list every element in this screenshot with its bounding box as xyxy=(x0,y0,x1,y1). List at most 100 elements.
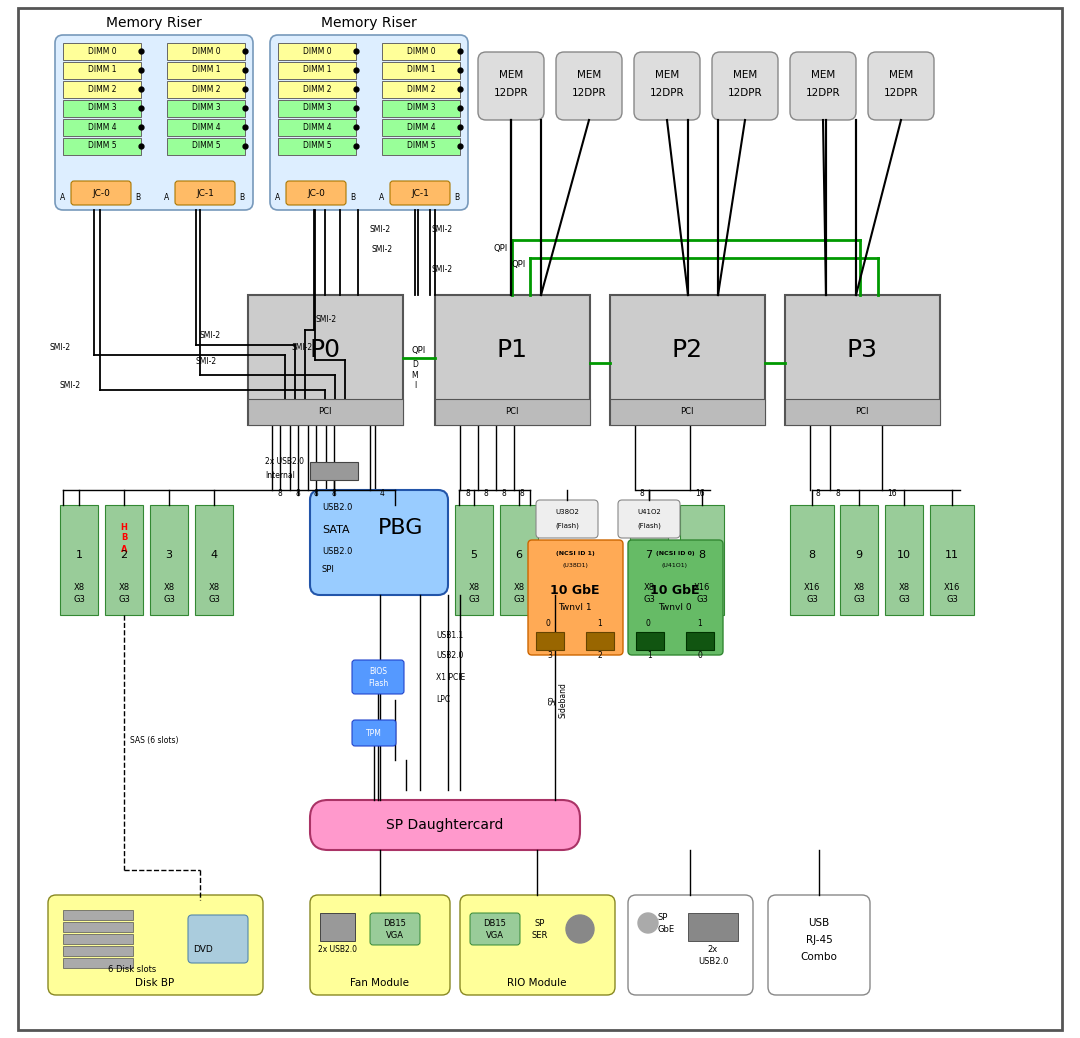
FancyBboxPatch shape xyxy=(536,500,598,538)
FancyBboxPatch shape xyxy=(785,399,940,425)
Text: X8: X8 xyxy=(513,582,525,592)
Text: DIMM 1: DIMM 1 xyxy=(302,65,332,75)
Text: B: B xyxy=(135,192,140,201)
Text: DIMM 2: DIMM 2 xyxy=(87,84,117,93)
Text: 8: 8 xyxy=(276,490,282,498)
Text: 2x USB2.0: 2x USB2.0 xyxy=(265,458,303,466)
Text: USB2.0: USB2.0 xyxy=(322,547,352,556)
FancyBboxPatch shape xyxy=(48,895,264,995)
Text: (U41O1): (U41O1) xyxy=(662,564,688,569)
Text: PCI: PCI xyxy=(680,408,693,416)
Text: 2: 2 xyxy=(597,651,603,659)
Text: MEM: MEM xyxy=(577,70,602,80)
FancyBboxPatch shape xyxy=(390,181,450,204)
FancyBboxPatch shape xyxy=(278,43,356,60)
Text: DIMM 3: DIMM 3 xyxy=(87,104,117,112)
Text: RJ-45: RJ-45 xyxy=(806,935,833,945)
FancyBboxPatch shape xyxy=(688,913,738,941)
FancyBboxPatch shape xyxy=(63,922,133,932)
Text: JC-0: JC-0 xyxy=(307,189,325,197)
Text: (NCSI ID 1): (NCSI ID 1) xyxy=(555,551,594,556)
FancyBboxPatch shape xyxy=(536,632,564,650)
FancyBboxPatch shape xyxy=(789,52,856,120)
Text: G3: G3 xyxy=(513,595,525,603)
Text: P3: P3 xyxy=(847,338,877,362)
Text: Disk BP: Disk BP xyxy=(135,978,175,988)
Text: LPC: LPC xyxy=(436,695,450,705)
Text: H: H xyxy=(121,522,127,531)
Text: Internal: Internal xyxy=(265,470,295,480)
Text: G3: G3 xyxy=(853,595,865,603)
FancyBboxPatch shape xyxy=(175,181,235,204)
FancyBboxPatch shape xyxy=(455,506,492,614)
Text: 10 GbE: 10 GbE xyxy=(650,583,700,597)
Text: DIMM 2: DIMM 2 xyxy=(407,84,435,93)
Text: SP Daughtercard: SP Daughtercard xyxy=(387,818,503,832)
Text: DIMM 0: DIMM 0 xyxy=(302,47,332,55)
Text: 1: 1 xyxy=(597,620,603,628)
Text: 8: 8 xyxy=(699,550,705,559)
FancyBboxPatch shape xyxy=(270,35,468,210)
FancyBboxPatch shape xyxy=(278,138,356,155)
Text: P2: P2 xyxy=(672,338,703,362)
Text: SMI-2: SMI-2 xyxy=(50,343,71,352)
Text: U41O2: U41O2 xyxy=(637,509,661,515)
FancyBboxPatch shape xyxy=(382,43,460,60)
FancyBboxPatch shape xyxy=(500,506,538,614)
Text: SP
Sideband: SP Sideband xyxy=(549,682,568,718)
FancyBboxPatch shape xyxy=(680,506,724,614)
Text: PCI: PCI xyxy=(855,408,868,416)
Text: G3: G3 xyxy=(163,595,175,603)
Text: A: A xyxy=(121,545,127,553)
FancyBboxPatch shape xyxy=(63,119,141,136)
FancyBboxPatch shape xyxy=(885,506,923,614)
Text: (Flash): (Flash) xyxy=(555,523,579,529)
FancyBboxPatch shape xyxy=(840,506,878,614)
FancyBboxPatch shape xyxy=(63,100,141,117)
Text: SMI-2: SMI-2 xyxy=(432,266,454,274)
Text: 12DPR: 12DPR xyxy=(728,88,762,98)
Text: DIMM 3: DIMM 3 xyxy=(407,104,435,112)
Text: G3: G3 xyxy=(468,595,480,603)
Text: P0: P0 xyxy=(310,338,340,362)
Text: X8: X8 xyxy=(163,582,175,592)
Text: G3: G3 xyxy=(208,595,220,603)
Text: A: A xyxy=(60,192,66,201)
Text: DIMM 0: DIMM 0 xyxy=(407,47,435,55)
FancyBboxPatch shape xyxy=(930,506,974,614)
FancyBboxPatch shape xyxy=(630,506,669,614)
FancyBboxPatch shape xyxy=(370,913,420,945)
FancyBboxPatch shape xyxy=(528,540,623,655)
Text: 11: 11 xyxy=(945,550,959,559)
FancyBboxPatch shape xyxy=(167,100,245,117)
FancyBboxPatch shape xyxy=(71,181,131,204)
Text: USB: USB xyxy=(808,918,829,928)
FancyBboxPatch shape xyxy=(785,295,940,425)
FancyBboxPatch shape xyxy=(610,399,765,425)
Text: 8: 8 xyxy=(809,550,815,559)
FancyBboxPatch shape xyxy=(63,62,141,79)
FancyBboxPatch shape xyxy=(618,500,680,538)
FancyBboxPatch shape xyxy=(63,934,133,944)
FancyBboxPatch shape xyxy=(55,35,253,210)
Text: 1: 1 xyxy=(76,550,82,559)
Text: X16: X16 xyxy=(944,582,960,592)
Text: Fan Module: Fan Module xyxy=(351,978,409,988)
Text: 2x: 2x xyxy=(707,946,718,955)
Text: G3: G3 xyxy=(73,595,85,603)
Text: X16: X16 xyxy=(804,582,820,592)
Text: USB2.0: USB2.0 xyxy=(322,503,352,513)
Text: A: A xyxy=(164,192,170,201)
FancyBboxPatch shape xyxy=(105,506,143,614)
Text: X8: X8 xyxy=(899,582,909,592)
FancyBboxPatch shape xyxy=(478,52,544,120)
FancyBboxPatch shape xyxy=(167,81,245,98)
Text: 8: 8 xyxy=(483,490,488,498)
FancyBboxPatch shape xyxy=(167,43,245,60)
FancyBboxPatch shape xyxy=(63,958,133,968)
Text: X8: X8 xyxy=(469,582,480,592)
FancyBboxPatch shape xyxy=(18,8,1062,1030)
Text: U38O2: U38O2 xyxy=(555,509,579,515)
Text: 0: 0 xyxy=(646,620,650,628)
Text: USB1.1: USB1.1 xyxy=(436,630,463,639)
